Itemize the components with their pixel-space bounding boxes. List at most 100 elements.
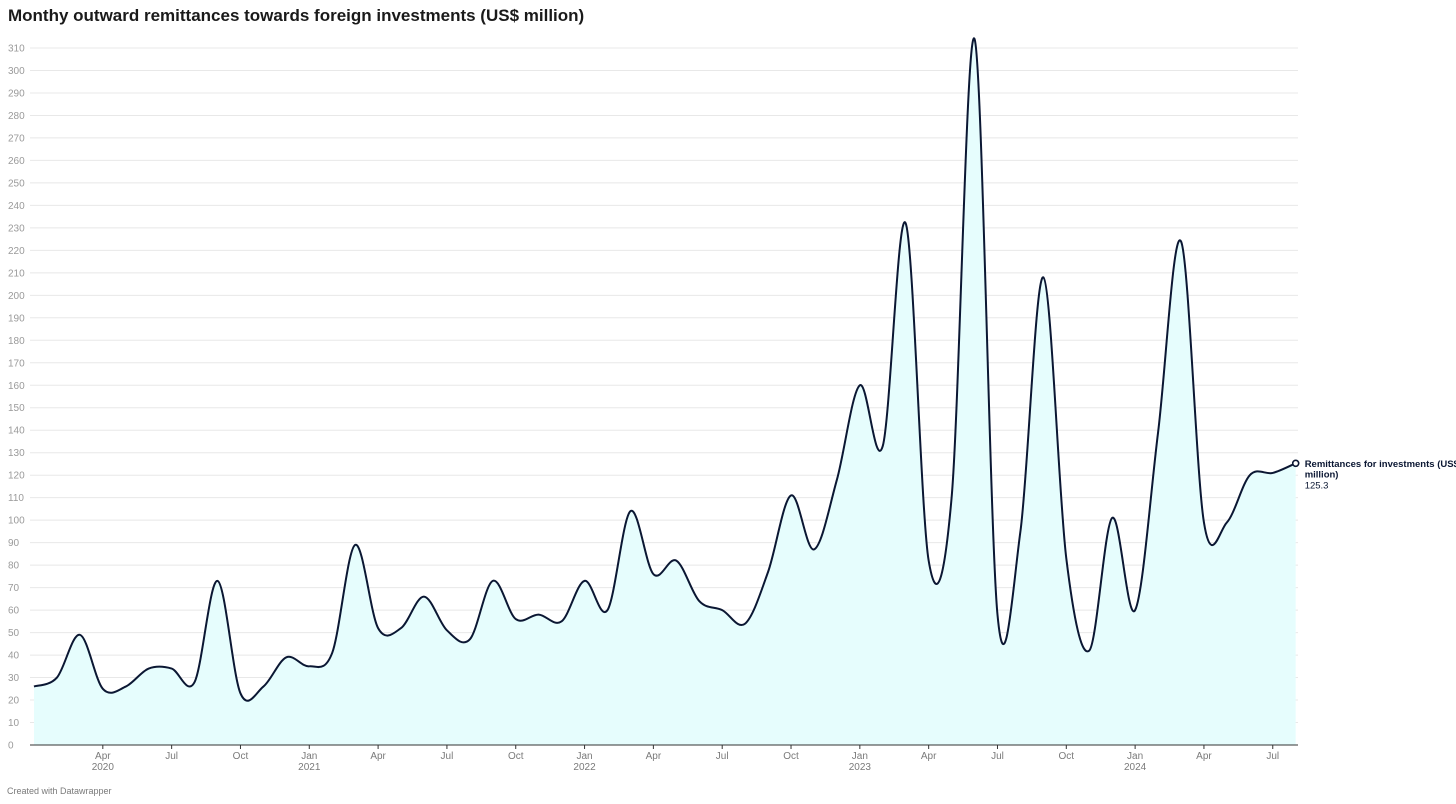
x-year-label-2022: 2022 bbox=[573, 762, 596, 773]
data-point-2024-05 bbox=[1225, 520, 1229, 524]
y-tick-label-220: 220 bbox=[8, 246, 25, 257]
x-year-label-2021: 2021 bbox=[298, 762, 321, 773]
data-point-2023-03 bbox=[904, 221, 908, 225]
data-point-2023-02 bbox=[881, 444, 885, 448]
data-point-2020-12 bbox=[284, 655, 288, 659]
data-point-2020-10 bbox=[238, 691, 242, 695]
y-tick-label-310: 310 bbox=[8, 44, 25, 55]
data-point-2020-11 bbox=[261, 685, 265, 689]
x-year-label-2020: 2020 bbox=[92, 762, 115, 773]
data-point-2020-04 bbox=[101, 687, 105, 691]
y-tick-label-130: 130 bbox=[8, 448, 25, 459]
data-point-2021-06 bbox=[422, 595, 426, 599]
data-point-2022-09 bbox=[766, 570, 770, 574]
data-point-2023-12 bbox=[1110, 516, 1114, 520]
data-point-2020-01 bbox=[32, 685, 36, 689]
y-tick-label-170: 170 bbox=[8, 358, 25, 369]
data-point-2022-04 bbox=[651, 572, 655, 576]
axis-layer: 0 10 20 30 40 50 60 70 80 90 100 110 120 130 140 150 160… bbox=[8, 44, 1298, 773]
chart-title: Monthy outward remittances towards forei… bbox=[8, 6, 585, 25]
data-point-2022-11 bbox=[812, 547, 816, 551]
data-point-2023-10 bbox=[1064, 556, 1068, 560]
x-tick-label-2023-10: Oct bbox=[1059, 751, 1075, 762]
data-point-2023-09 bbox=[1041, 275, 1045, 279]
x-tick-label-2024-01: Jan bbox=[1127, 751, 1143, 762]
x-tick-label-2020-07: Jul bbox=[165, 751, 178, 762]
y-tick-label-160: 160 bbox=[8, 381, 25, 392]
y-tick-label-50: 50 bbox=[8, 628, 20, 639]
series-line-layer bbox=[32, 37, 1297, 702]
y-tick-label-250: 250 bbox=[8, 178, 25, 189]
data-point-2020-02 bbox=[55, 676, 59, 680]
series-name-label-cont: million) bbox=[1305, 469, 1339, 480]
data-point-2022-08 bbox=[743, 622, 747, 626]
y-tick-label-290: 290 bbox=[8, 88, 25, 99]
data-point-2021-05 bbox=[399, 626, 403, 630]
y-tick-label-60: 60 bbox=[8, 606, 20, 617]
data-point-2024-06 bbox=[1248, 473, 1252, 477]
data-point-2021-09 bbox=[491, 579, 495, 583]
data-point-2024-04 bbox=[1202, 520, 1206, 524]
data-point-2020-07 bbox=[170, 667, 174, 671]
x-year-label-2023: 2023 bbox=[849, 762, 872, 773]
y-tick-label-180: 180 bbox=[8, 336, 25, 347]
data-point-2021-12 bbox=[560, 619, 564, 623]
y-tick-label-270: 270 bbox=[8, 133, 25, 144]
label-layer: Remittances for investments (US$million)… bbox=[1291, 459, 1456, 491]
data-point-2020-05 bbox=[124, 685, 128, 689]
data-point-2022-03 bbox=[628, 509, 632, 513]
y-tick-label-150: 150 bbox=[8, 403, 25, 414]
y-tick-label-80: 80 bbox=[8, 561, 20, 572]
y-tick-label-90: 90 bbox=[8, 538, 20, 549]
y-tick-label-40: 40 bbox=[8, 651, 20, 662]
x-year-label-2024: 2024 bbox=[1124, 762, 1147, 773]
data-point-2023-05 bbox=[950, 496, 954, 500]
series-name-label: Remittances for investments (US$ bbox=[1305, 459, 1456, 470]
y-tick-label-210: 210 bbox=[8, 268, 25, 279]
data-point-2022-01 bbox=[583, 579, 587, 583]
x-tick-label-2021-10: Oct bbox=[508, 751, 524, 762]
y-tick-label-230: 230 bbox=[8, 223, 25, 234]
x-tick-label-2021-01: Jan bbox=[301, 751, 317, 762]
series-last-value: 125.3 bbox=[1305, 480, 1329, 491]
data-point-2021-08 bbox=[468, 637, 472, 641]
data-point-2024-02 bbox=[1156, 430, 1160, 434]
data-point-2022-12 bbox=[835, 478, 839, 482]
x-tick-label-2021-07: Jul bbox=[441, 751, 454, 762]
area-fill-layer bbox=[34, 38, 1296, 745]
data-point-2023-04 bbox=[927, 559, 931, 563]
data-point-2024-07 bbox=[1271, 471, 1275, 475]
last-point-marker bbox=[1291, 459, 1300, 468]
y-tick-label-120: 120 bbox=[8, 471, 25, 482]
data-point-2022-02 bbox=[606, 608, 610, 612]
data-point-2020-08 bbox=[193, 680, 197, 684]
data-point-2022-07 bbox=[720, 608, 724, 612]
data-point-2020-09 bbox=[216, 579, 220, 583]
data-point-2021-07 bbox=[445, 628, 449, 632]
y-tick-label-70: 70 bbox=[8, 583, 20, 594]
y-tick-label-280: 280 bbox=[8, 111, 25, 122]
data-point-2024-03 bbox=[1179, 239, 1183, 243]
data-point-2021-01 bbox=[307, 664, 311, 668]
area-fill bbox=[34, 38, 1296, 745]
x-tick-label-2022-10: Oct bbox=[783, 751, 799, 762]
x-tick-label-2023-01: Jan bbox=[852, 751, 868, 762]
x-tick-label-2022-07: Jul bbox=[716, 751, 729, 762]
y-tick-label-140: 140 bbox=[8, 426, 25, 437]
data-point-2023-11 bbox=[1087, 649, 1091, 653]
y-tick-label-0: 0 bbox=[8, 741, 14, 752]
series-line bbox=[33, 37, 1297, 702]
data-point-2021-11 bbox=[537, 613, 541, 617]
x-tick-label-2023-04: Apr bbox=[921, 751, 937, 762]
x-tick-label-2022-01: Jan bbox=[576, 751, 592, 762]
y-tick-label-200: 200 bbox=[8, 291, 25, 302]
data-point-2022-05 bbox=[674, 559, 678, 563]
data-point-2023-07 bbox=[995, 613, 999, 617]
data-point-2024-01 bbox=[1133, 608, 1137, 612]
x-tick-label-2023-07: Jul bbox=[991, 751, 1004, 762]
x-tick-label-2020-04: Apr bbox=[95, 751, 111, 762]
data-point-2023-08 bbox=[1018, 529, 1022, 533]
y-tick-label-110: 110 bbox=[8, 493, 24, 504]
data-point-2020-06 bbox=[147, 667, 151, 671]
